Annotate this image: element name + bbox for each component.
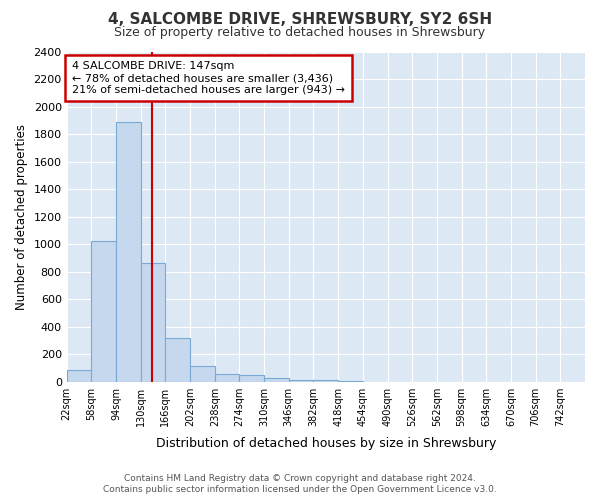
Bar: [116, 122, 141, 382]
Text: Size of property relative to detached houses in Shrewsbury: Size of property relative to detached ho…: [115, 26, 485, 39]
Bar: [166, 338, 190, 382]
Bar: [239, 376, 264, 382]
Text: Contains HM Land Registry data © Crown copyright and database right 2024.
Contai: Contains HM Land Registry data © Crown c…: [103, 474, 497, 494]
Bar: [338, 381, 363, 382]
Bar: [289, 380, 313, 382]
Bar: [67, 370, 91, 382]
Y-axis label: Number of detached properties: Number of detached properties: [15, 124, 28, 310]
Bar: [141, 264, 166, 382]
Bar: [215, 374, 239, 382]
Bar: [264, 378, 289, 382]
Bar: [190, 366, 215, 382]
Bar: [313, 380, 338, 382]
Bar: [91, 240, 116, 382]
Text: 4, SALCOMBE DRIVE, SHREWSBURY, SY2 6SH: 4, SALCOMBE DRIVE, SHREWSBURY, SY2 6SH: [108, 12, 492, 26]
Text: 4 SALCOMBE DRIVE: 147sqm
← 78% of detached houses are smaller (3,436)
21% of sem: 4 SALCOMBE DRIVE: 147sqm ← 78% of detach…: [72, 62, 345, 94]
X-axis label: Distribution of detached houses by size in Shrewsbury: Distribution of detached houses by size …: [155, 437, 496, 450]
